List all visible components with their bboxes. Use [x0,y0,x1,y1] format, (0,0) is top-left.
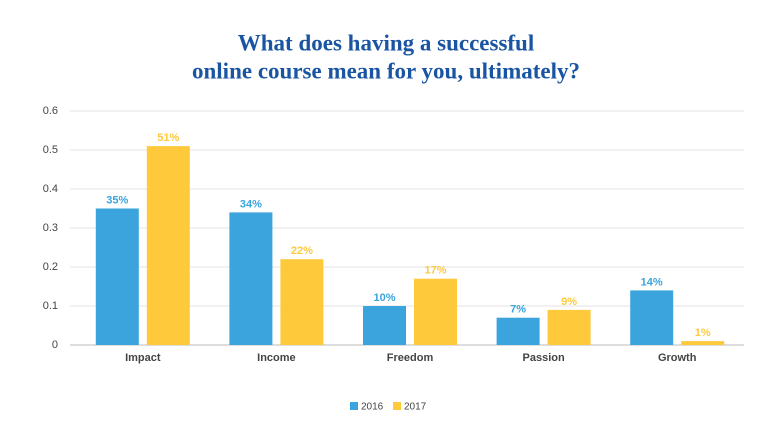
x-tick-label: Freedom [387,352,434,364]
chart-title: online course mean for you, ultimately? [192,58,580,83]
y-tick-label: 0.3 [43,222,58,234]
chart-title: What does having a successful [238,30,534,55]
value-label: 34% [240,198,262,210]
bar [229,212,273,345]
bar [496,317,540,345]
value-label: 10% [373,292,395,304]
x-tick-label: Growth [658,352,697,364]
y-tick-label: 0.4 [43,183,58,195]
x-tick-label: Income [257,352,296,364]
value-label: 51% [157,132,179,144]
bar [363,306,406,345]
y-tick-label: 0.2 [43,261,58,273]
y-tick-label: 0.6 [43,105,58,117]
value-label: 17% [424,265,446,277]
bar [146,146,190,345]
y-tick-label: 0.1 [43,300,58,312]
bar [95,208,139,345]
x-tick-label: Passion [523,352,565,364]
value-label: 14% [641,276,663,288]
legend-label: 2017 [404,402,427,413]
legend-label: 2016 [361,402,384,413]
y-tick-label: 0.5 [43,144,58,156]
value-label: 22% [291,245,313,257]
bar [681,341,725,345]
legend-swatch [393,402,401,410]
bar [630,290,674,345]
y-tick-label: 0 [52,339,58,351]
value-label: 9% [561,296,577,308]
value-label: 35% [106,194,128,206]
bar [414,278,457,345]
value-label: 1% [695,327,711,339]
bar [547,309,591,345]
value-label: 7% [510,304,526,316]
bar [280,259,324,345]
x-tick-label: Impact [125,352,161,364]
legend-swatch [350,402,358,410]
